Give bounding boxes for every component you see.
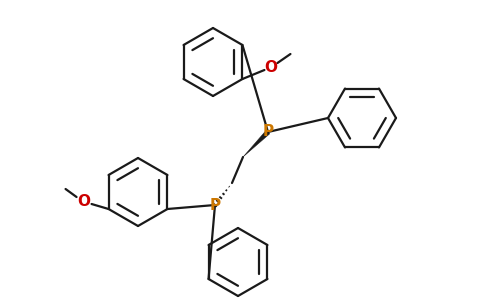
Text: O: O <box>264 59 277 74</box>
Text: P: P <box>210 197 221 212</box>
Text: O: O <box>77 194 90 208</box>
Text: P: P <box>262 124 273 140</box>
Polygon shape <box>243 130 270 157</box>
